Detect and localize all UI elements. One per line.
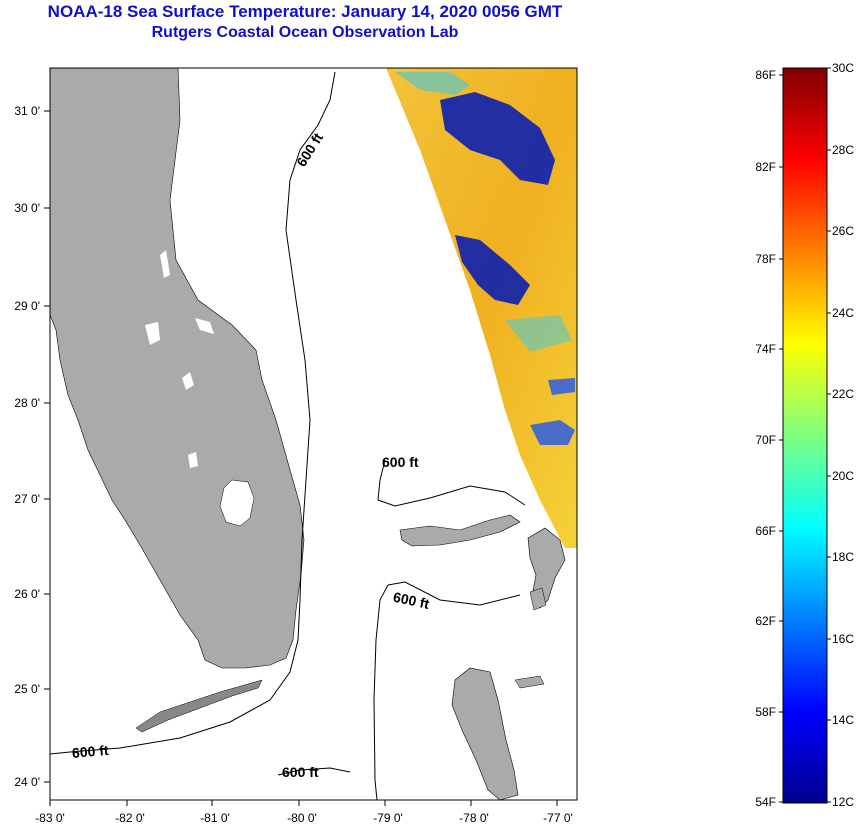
florida-keys bbox=[135, 679, 263, 733]
map-border bbox=[49, 67, 578, 801]
lat-tick-label: 31 0' bbox=[14, 104, 40, 118]
contour-label: 600 ft bbox=[282, 764, 319, 780]
abaco-island bbox=[527, 527, 566, 609]
lon-tick-label: -77 0' bbox=[543, 811, 573, 825]
colorbar-ticks bbox=[779, 67, 831, 803]
inland-lake bbox=[195, 318, 214, 334]
colorbar-c-label: 18C bbox=[832, 550, 854, 564]
colorbar-c-label: 30C bbox=[832, 61, 854, 75]
lake-okeechobee bbox=[219, 479, 255, 527]
lat-tick-label: 29 0' bbox=[14, 299, 40, 313]
colorbar-f-label: 82F bbox=[755, 160, 776, 174]
lon-tick-label: -82 0' bbox=[115, 811, 145, 825]
colorbar-c-label: 24C bbox=[832, 306, 854, 320]
bahama-islet bbox=[529, 587, 547, 611]
lon-tick-label: -78 0' bbox=[459, 811, 489, 825]
map-subtitle: Rutgers Coastal Ocean Observation Lab bbox=[151, 24, 459, 41]
lat-tick-label: 27 0' bbox=[14, 492, 40, 506]
inland-lake bbox=[182, 372, 194, 390]
lat-tick-label: 26 0' bbox=[14, 587, 40, 601]
colorbar-c-label: 16C bbox=[832, 632, 854, 646]
colorbar-f-label: 66F bbox=[755, 524, 776, 538]
lat-tick-label: 25 0' bbox=[14, 682, 40, 696]
contour-label: 600 ft bbox=[71, 742, 109, 761]
sst-cold-patch bbox=[440, 92, 555, 185]
inland-lake bbox=[160, 250, 170, 278]
lat-tick-label: 28 0' bbox=[14, 396, 40, 410]
lon-tick-label: -83 0' bbox=[35, 811, 65, 825]
depth-contour-600ft bbox=[50, 71, 336, 755]
colorbar-c-label: 14C bbox=[832, 713, 854, 727]
contour-label: 600 ft bbox=[382, 454, 419, 470]
lon-tick-label: -80 0' bbox=[287, 811, 317, 825]
sst-mid-patch bbox=[505, 315, 572, 352]
lon-tick-label: -79 0' bbox=[373, 811, 403, 825]
bahama-islet bbox=[514, 675, 545, 689]
colorbar-c-label: 20C bbox=[832, 469, 854, 483]
andros-island bbox=[451, 667, 519, 800]
colorbar-c-label: 26C bbox=[832, 224, 854, 238]
sst-cold-patch bbox=[455, 235, 530, 305]
lon-tick-label: -81 0' bbox=[200, 811, 230, 825]
sst-mid-patch bbox=[395, 72, 470, 95]
depth-contour-600ft bbox=[377, 459, 526, 507]
lat-tick-label: 30 0' bbox=[14, 201, 40, 215]
grand-bahama bbox=[399, 514, 521, 547]
colorbar-f-label: 70F bbox=[755, 433, 776, 447]
depth-contour-600ft bbox=[387, 581, 521, 606]
colorbar-f-label: 78F bbox=[755, 252, 776, 266]
sst-cold-patch bbox=[530, 420, 575, 445]
colorbar-c-label: 28C bbox=[832, 143, 854, 157]
colorbar-f-label: 54F bbox=[755, 795, 776, 809]
colorbar-f-label: 58F bbox=[755, 705, 776, 719]
inland-lake bbox=[188, 452, 198, 468]
depth-contour-600ft bbox=[373, 584, 389, 800]
sst-cold-patch bbox=[548, 378, 575, 395]
map-title: NOAA-18 Sea Surface Temperature: January… bbox=[47, 2, 563, 21]
inland-lake bbox=[145, 322, 160, 345]
sst-swath bbox=[386, 68, 577, 548]
colorbar-c-label: 12C bbox=[832, 795, 854, 809]
colorbar bbox=[782, 67, 828, 804]
colorbar-f-label: 74F bbox=[755, 342, 776, 356]
lat-tick-label: 24 0' bbox=[14, 775, 40, 789]
contour-label: 600 ft bbox=[392, 589, 431, 612]
colorbar-f-label: 62F bbox=[755, 614, 776, 628]
axis-ticks bbox=[44, 110, 558, 806]
colorbar-c-label: 22C bbox=[832, 387, 854, 401]
colorbar-f-label: 86F bbox=[755, 68, 776, 82]
depth-contour-600ft bbox=[277, 767, 351, 776]
